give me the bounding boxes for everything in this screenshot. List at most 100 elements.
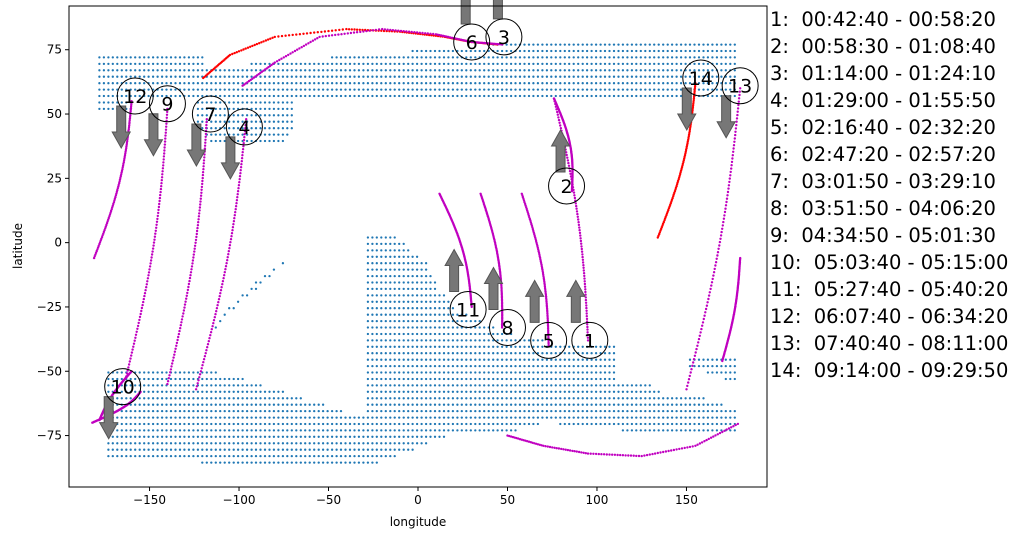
coverage-dot <box>411 94 414 98</box>
coverage-dot <box>460 384 463 387</box>
coverage-dot <box>304 94 307 98</box>
track-point-pass-4 <box>207 340 210 343</box>
coverage-dot <box>603 94 607 98</box>
coverage-dot <box>250 429 253 432</box>
coverage-dot <box>286 82 289 85</box>
track-point-pass-12 <box>96 248 99 251</box>
coverage-dot <box>192 390 195 393</box>
coverage-dot <box>505 56 508 59</box>
coverage-dot <box>653 69 656 72</box>
coverage-dot <box>407 307 410 310</box>
coverage-dot <box>304 69 307 72</box>
coverage-dot <box>236 120 240 123</box>
coverage-dot <box>308 429 311 432</box>
coverage-dot <box>107 107 110 111</box>
coverage-dot <box>608 43 611 46</box>
coverage-dot <box>129 409 132 413</box>
coverage-dot <box>662 56 665 59</box>
coverage-dot <box>228 384 231 387</box>
coverage-dot <box>402 319 405 323</box>
coverage-dot <box>456 422 459 426</box>
coverage-dot <box>380 384 383 387</box>
coverage-dot <box>639 409 642 413</box>
coverage-dot <box>357 56 361 59</box>
coverage-dot <box>554 403 557 406</box>
coverage-dot <box>496 339 499 342</box>
track-point-pass-9 <box>163 143 167 146</box>
coverage-dot <box>281 94 285 98</box>
coverage-dot <box>662 82 665 85</box>
track-point-pass-4 <box>203 355 207 358</box>
track-point-pass-12 <box>130 100 133 103</box>
coverage-dot <box>321 82 325 85</box>
coverage-dot <box>639 390 642 393</box>
coverage-dot <box>447 94 450 98</box>
coverage-dot <box>675 56 678 59</box>
coverage-dot <box>259 69 262 72</box>
coverage-dot <box>393 262 396 265</box>
coverage-dot <box>375 352 378 355</box>
coverage-dot <box>545 358 549 361</box>
track-point-pass-13 <box>716 251 720 254</box>
coverage-dot <box>330 62 334 66</box>
track-point-pass-7 <box>177 335 180 339</box>
coverage-dot <box>402 397 405 400</box>
coverage-dot <box>236 69 240 72</box>
coverage-dot <box>568 345 571 348</box>
coverage-dot <box>594 397 598 400</box>
coverage-dot <box>326 94 329 98</box>
track-point-pass-1 <box>565 153 568 157</box>
coverage-dot <box>232 390 235 393</box>
coverage-dot <box>380 287 383 291</box>
coverage-dot <box>523 94 526 98</box>
coverage-dot <box>456 62 459 66</box>
coverage-dot <box>603 409 607 413</box>
coverage-dot <box>156 454 159 458</box>
coverage-dot <box>102 101 106 104</box>
coverage-dot <box>599 69 602 72</box>
coverage-dot <box>120 94 123 98</box>
coverage-dot <box>384 268 387 271</box>
coverage-dot <box>389 448 392 451</box>
coverage-dot <box>724 43 727 46</box>
track-point-pass-9 <box>155 220 159 223</box>
coverage-dot <box>326 62 329 66</box>
coverage-dot <box>259 62 262 66</box>
coverage-dot <box>487 429 490 432</box>
coverage-dot <box>335 409 338 413</box>
coverage-dot <box>724 364 727 368</box>
track-point-pass-13 <box>719 234 723 237</box>
coverage-dot <box>151 403 155 406</box>
track-point-pass-7 <box>185 297 188 300</box>
coverage-dot <box>245 114 249 117</box>
coverage-dot <box>281 88 285 91</box>
track-point-pass-1 <box>580 247 583 251</box>
coverage-dot <box>330 75 334 78</box>
coverage-dot <box>456 88 459 91</box>
coverage-dot <box>228 75 231 78</box>
coverage-dot <box>715 358 719 361</box>
coverage-dot <box>469 62 472 66</box>
coverage-dot <box>518 69 522 72</box>
coverage-dot <box>509 397 513 400</box>
coverage-dot <box>679 62 683 66</box>
coverage-dot <box>630 56 634 59</box>
track-point-pass-3 <box>383 28 387 31</box>
coverage-dot <box>500 422 504 426</box>
coverage-dot <box>617 88 620 91</box>
coverage-dot <box>201 435 204 438</box>
track-point-pass-13 <box>714 264 717 267</box>
coverage-dot <box>205 114 208 117</box>
track-point-south-arc <box>643 454 646 457</box>
coverage-dot <box>371 384 374 387</box>
coverage-dot <box>465 319 468 323</box>
coverage-dot <box>505 422 508 426</box>
pass-marker-label-4: 4 <box>238 117 250 139</box>
coverage-dot <box>192 384 195 387</box>
coverage-dot <box>196 107 200 111</box>
coverage-dot <box>509 75 513 78</box>
coverage-dot <box>715 94 719 98</box>
coverage-dot <box>429 403 432 406</box>
track-point-pass-13 <box>693 354 697 357</box>
coverage-dot <box>402 377 405 381</box>
